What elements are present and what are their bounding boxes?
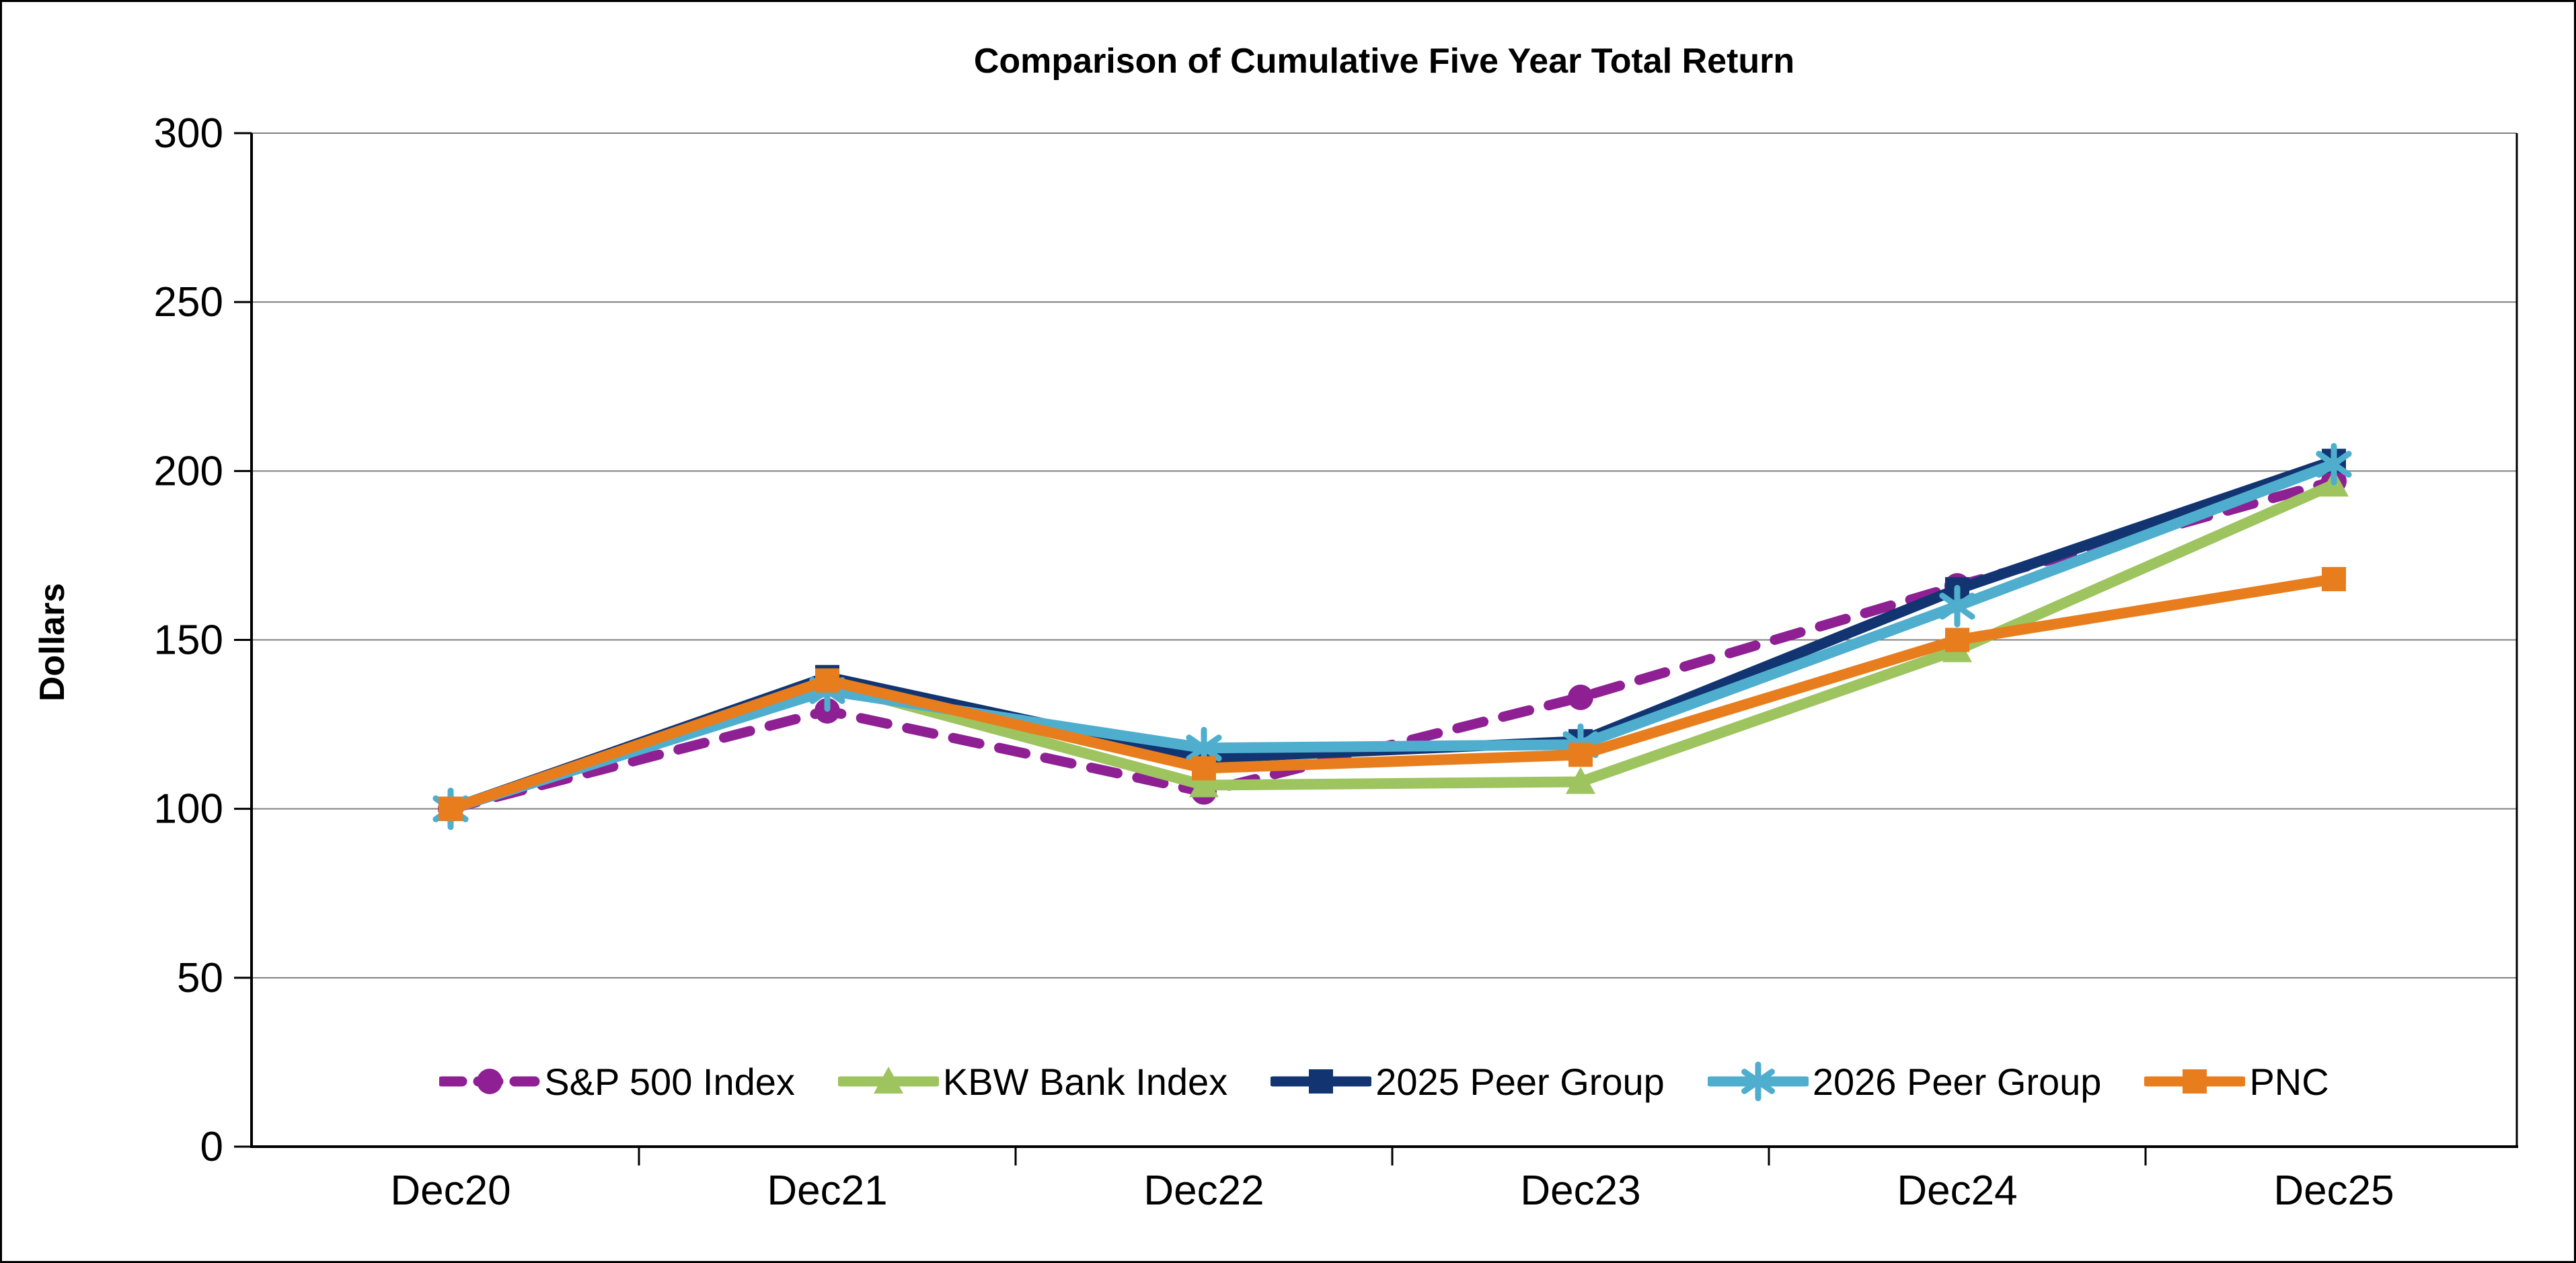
- legend-label: PNC: [2249, 1060, 2329, 1103]
- series-1-point-3-marker: [1566, 767, 1595, 794]
- legend-marker: [477, 1069, 503, 1094]
- series-1-point-2-marker: [1189, 770, 1219, 798]
- y-tick-label: 300: [154, 110, 223, 157]
- series-0-point-3-marker: [1568, 684, 1593, 710]
- series-4-point-4-marker: [1945, 627, 1969, 652]
- legend-item-0: S&P 500 Index: [439, 1058, 795, 1105]
- series-4-point-5-marker: [2322, 567, 2346, 592]
- legend-marker: [2183, 1069, 2207, 1094]
- legend-item-1: KBW Bank Index: [837, 1058, 1228, 1105]
- legend-marker: [1309, 1069, 1334, 1094]
- x-tick-label: Dec20: [390, 1168, 510, 1214]
- y-tick-label: 200: [154, 448, 223, 494]
- legend-item-4: PNC: [2144, 1058, 2329, 1105]
- y-tick-label: 250: [154, 279, 223, 326]
- y-tick-label: 100: [154, 786, 223, 833]
- legend-label: KBW Bank Index: [942, 1060, 1228, 1103]
- series-4-point-1-marker: [815, 668, 839, 693]
- y-tick-label: 0: [200, 1124, 223, 1170]
- y-tick-label: 50: [177, 955, 223, 1001]
- legend-swatch-circle-icon: [439, 1069, 541, 1094]
- series-4-point-2-marker: [1192, 756, 1216, 781]
- y-tick-label: 150: [154, 617, 223, 664]
- legend-swatch-triangle-icon: [837, 1067, 939, 1094]
- x-tick-label: Dec24: [1897, 1168, 2017, 1214]
- x-tick-label: Dec21: [767, 1168, 887, 1214]
- series-3-point-4-marker: [1939, 592, 1975, 620]
- legend-swatch-asterisk-icon: [1707, 1061, 1809, 1102]
- series-3-point-5-marker: [2316, 451, 2352, 478]
- legend-item-2: 2025 Peer Group: [1271, 1058, 1665, 1105]
- x-tick-label: Dec25: [2273, 1168, 2394, 1214]
- legend-item-3: 2026 Peer Group: [1707, 1058, 2102, 1105]
- legend-swatch-square-icon: [2144, 1069, 2246, 1094]
- legend-marker: [1741, 1069, 1775, 1094]
- legend-label: 2026 Peer Group: [1812, 1060, 2102, 1103]
- x-tick-label: Dec23: [1520, 1168, 1640, 1214]
- x-tick-label: Dec22: [1143, 1168, 1264, 1214]
- series-3-point-2-marker: [1186, 734, 1222, 762]
- legend-marker: [873, 1067, 903, 1094]
- legend-label: 2025 Peer Group: [1375, 1060, 1665, 1103]
- legend-swatch-square-icon: [1271, 1069, 1372, 1094]
- chart-title: Comparison of Cumulative Five Year Total…: [973, 42, 1795, 81]
- series-4-point-3-marker: [1568, 742, 1593, 767]
- legend-label: S&P 500 Index: [544, 1060, 795, 1103]
- series-4-point-0-marker: [439, 796, 463, 821]
- series-line-4: [445, 574, 2339, 814]
- chart-legend: S&P 500 Index KBW Bank Index 2025 Peer Gro…: [252, 1058, 2517, 1105]
- series-line-3: [445, 459, 2339, 814]
